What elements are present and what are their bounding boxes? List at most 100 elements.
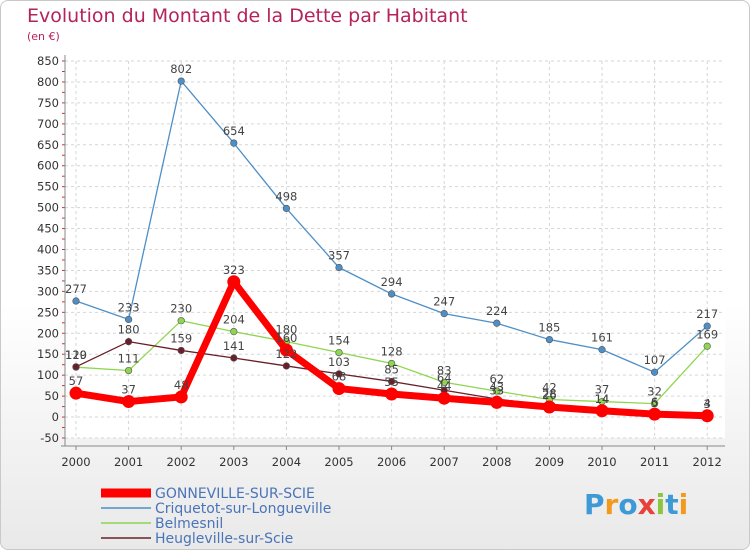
data-point	[124, 366, 133, 375]
data-label: 122	[275, 347, 297, 361]
data-point	[177, 317, 185, 325]
data-label: 159	[170, 331, 192, 345]
data-label: 119	[65, 348, 87, 362]
data-label: 64	[437, 371, 452, 385]
data-label: 43	[489, 380, 504, 394]
data-label: 654	[223, 124, 245, 138]
data-point	[493, 319, 501, 327]
legend-label: GONNEVILLE-SUR-SCIE	[155, 486, 315, 502]
data-point	[595, 404, 609, 418]
x-tick-label: 2012	[693, 455, 722, 469]
y-tick-label: 800	[37, 75, 59, 89]
data-label: 4	[704, 396, 711, 410]
x-tick-label: 2000	[61, 455, 90, 469]
data-label: 357	[328, 249, 350, 263]
data-point	[230, 354, 238, 362]
data-point	[177, 77, 185, 85]
data-label: 37	[121, 383, 136, 397]
y-tick-label: -50	[40, 431, 59, 445]
data-label: 230	[170, 302, 192, 316]
y-tick-label: 0	[52, 410, 59, 424]
data-point	[440, 309, 448, 318]
proxiti-logo: Proxiti	[584, 488, 689, 521]
x-tick-label: 2009	[535, 455, 564, 469]
y-tick-label: 700	[37, 117, 59, 131]
data-label: 169	[696, 327, 718, 341]
x-tick-label: 2008	[482, 455, 511, 469]
data-point	[230, 328, 238, 336]
data-point	[227, 275, 241, 289]
y-tick-label: 150	[37, 347, 59, 361]
data-label: 294	[381, 275, 403, 289]
unit-label: (en €)	[27, 30, 60, 43]
x-tick-label: 2003	[219, 455, 248, 469]
x-tick-label: 2011	[640, 455, 669, 469]
data-point	[388, 290, 396, 298]
data-label: 154	[328, 334, 350, 348]
data-label: 217	[696, 307, 718, 321]
data-point	[700, 409, 714, 423]
data-label: 107	[644, 353, 666, 367]
data-label: 44	[437, 379, 452, 393]
data-label: 120	[65, 348, 87, 362]
data-label: 204	[223, 313, 245, 327]
y-tick-label: 250	[37, 305, 59, 319]
data-label: 111	[118, 352, 140, 366]
data-point	[490, 395, 504, 409]
data-point	[69, 386, 83, 400]
data-label: 247	[433, 295, 455, 309]
data-point	[279, 343, 293, 357]
data-label: 5	[651, 396, 658, 410]
y-tick-label: 550	[37, 180, 59, 194]
data-point	[542, 400, 556, 414]
data-point	[650, 400, 659, 408]
data-point	[72, 363, 80, 371]
data-point	[124, 315, 133, 324]
x-tick-label: 2010	[587, 455, 616, 469]
legend-label: Criquetot-sur-Longueville	[155, 501, 331, 517]
y-tick-label: 100	[37, 368, 59, 382]
y-tick-label: 500	[37, 201, 59, 215]
data-point	[230, 139, 238, 147]
data-label: 233	[118, 300, 140, 314]
data-point	[177, 346, 185, 355]
data-label: 14	[595, 392, 610, 406]
data-label: 68	[332, 370, 347, 384]
data-point	[703, 342, 711, 350]
data-label: 57	[69, 374, 84, 388]
data-label: 26	[542, 388, 557, 402]
y-tick-label: 650	[37, 138, 59, 152]
data-point	[335, 370, 343, 378]
y-tick-label: 50	[44, 389, 59, 403]
x-tick-label: 2006	[377, 455, 406, 469]
x-tick-label: 2002	[167, 455, 196, 469]
data-label: 498	[275, 189, 297, 203]
data-point	[648, 407, 662, 421]
data-label: 802	[170, 62, 192, 76]
y-tick-label: 350	[37, 263, 59, 277]
data-point	[122, 395, 136, 409]
data-label: 128	[381, 344, 403, 358]
data-point	[440, 378, 448, 386]
data-point	[335, 263, 343, 272]
data-label: 141	[223, 339, 245, 353]
data-point	[437, 391, 451, 405]
data-label: 62	[489, 372, 504, 386]
data-label: 323	[223, 263, 245, 277]
y-tick-label: 600	[37, 159, 59, 173]
data-label: 103	[328, 355, 350, 369]
data-point	[335, 348, 343, 357]
legend-label: Belmesnil	[155, 516, 223, 532]
y-tick-label: 850	[37, 54, 59, 68]
data-label: 48	[174, 378, 189, 392]
data-label: 37	[595, 383, 610, 397]
data-point	[72, 297, 80, 305]
data-label: 185	[538, 321, 560, 335]
chart-title: Evolution du Montant de la Dette par Hab…	[27, 5, 468, 27]
data-label: 180	[118, 323, 140, 337]
data-point	[388, 377, 396, 386]
y-tick-label: 750	[37, 96, 59, 110]
y-tick-label: 450	[37, 222, 59, 236]
data-point	[174, 390, 188, 404]
